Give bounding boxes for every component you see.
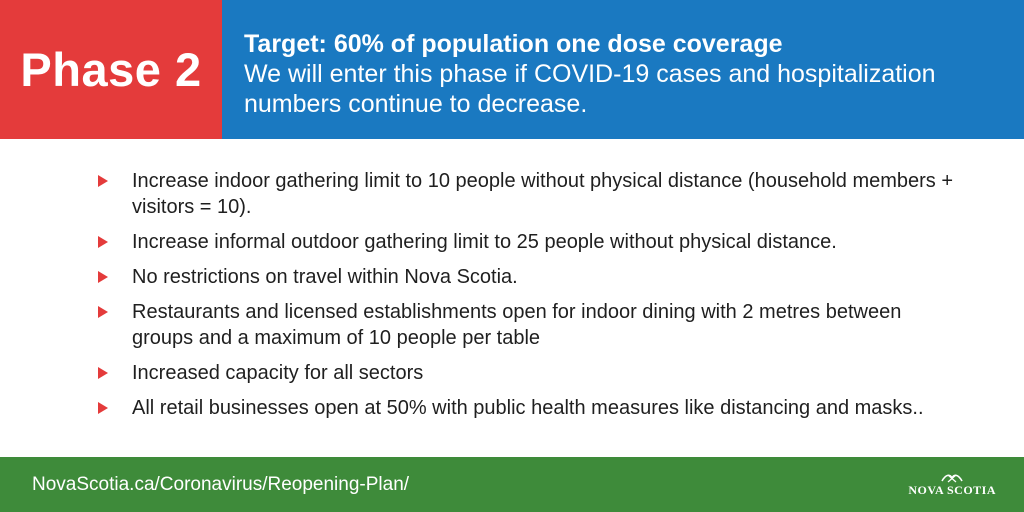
bullet-arrow-icon (98, 402, 108, 414)
list-item: Increased capacity for all sectors (96, 360, 956, 386)
list-item: Restaurants and licensed establishments … (96, 299, 956, 351)
logo-text: NOVA SCOTIA (908, 483, 996, 497)
list-item-text: Restaurants and licensed establishments … (132, 301, 902, 349)
list-item-text: Increase informal outdoor gathering limi… (132, 231, 837, 253)
list-item: All retail businesses open at 50% with p… (96, 395, 956, 421)
website-url[interactable]: NovaScotia.ca/Coronavirus/Reopening-Plan… (32, 473, 410, 495)
footer: NovaScotia.ca/Coronavirus/Reopening-Plan… (0, 457, 1024, 512)
list-item-text: Increased capacity for all sectors (132, 362, 424, 384)
list-item-text: All retail businesses open at 50% with p… (132, 397, 924, 419)
measures-list: Increase indoor gathering limit to 10 pe… (96, 168, 956, 430)
bullet-arrow-icon (98, 271, 108, 283)
list-item: Increase informal outdoor gathering limi… (96, 229, 956, 255)
list-item-text: Increase indoor gathering limit to 10 pe… (132, 170, 954, 218)
flag-wave-icon (941, 474, 963, 483)
bullet-arrow-icon (98, 236, 108, 248)
bullet-arrow-icon (98, 367, 108, 379)
list-item-text: No restrictions on travel within Nova Sc… (132, 266, 518, 288)
target-box: Target: 60% of population one dose cover… (222, 0, 1024, 139)
phase-box: Phase 2 (0, 0, 222, 139)
nova-scotia-logo: NOVA SCOTIA (908, 472, 996, 497)
list-item: No restrictions on travel within Nova Sc… (96, 264, 956, 290)
bullet-arrow-icon (98, 175, 108, 187)
bullet-arrow-icon (98, 306, 108, 318)
phase-title: Phase 2 (20, 43, 202, 96)
header: Phase 2 Target: 60% of population one do… (0, 0, 1024, 139)
target-description: We will enter this phase if COVID-19 cas… (244, 60, 936, 118)
list-item: Increase indoor gathering limit to 10 pe… (96, 168, 956, 220)
target-title: Target: 60% of population one dose cover… (244, 30, 783, 58)
